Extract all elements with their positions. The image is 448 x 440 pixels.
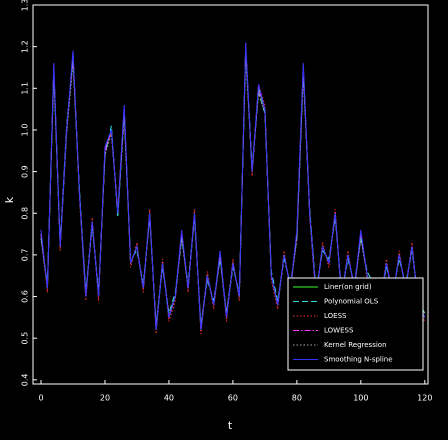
legend-label: LOESS [324, 312, 347, 320]
y-tick-label: 0.7 [21, 249, 30, 262]
y-tick-label: 0.8 [21, 207, 30, 220]
series-line [40, 54, 426, 326]
plot-frame [32, 4, 429, 385]
x-axis-label: t [228, 419, 233, 432]
y-axis-label: k [3, 196, 16, 203]
y-tick-label: 1.3 [21, 0, 30, 11]
legend-label: Kernel Regression [324, 341, 387, 349]
x-tick-label: 100 [353, 394, 368, 403]
y-tick-label: 1.1 [20, 82, 29, 95]
x-tick-label: 60 [228, 394, 238, 403]
y-tick-label: 1.0 [21, 124, 30, 137]
legend-box [287, 277, 424, 371]
series-line [40, 42, 426, 330]
legend-label: Polynomial OLS [324, 298, 379, 306]
y-tick-label: 0.4 [21, 373, 30, 386]
x-tick-label: 80 [292, 394, 302, 403]
legend-label: Liner(on grid) [324, 283, 372, 291]
x-tick-label: 0 [38, 394, 43, 403]
y-tick-label: 0.6 [21, 290, 30, 303]
y-tick-label: 1.2 [20, 40, 29, 53]
legend-label: Smoothing N-spline [324, 356, 393, 364]
x-tick-label: 120 [417, 394, 432, 403]
x-tick-label: 40 [164, 394, 174, 403]
x-tick-label: 20 [100, 394, 110, 403]
y-tick-label: 0.9 [20, 165, 29, 178]
y-tick-label: 0.5 [21, 332, 30, 345]
legend-label: LOWESS [324, 327, 354, 335]
legend: Liner(on grid) Polynomial OLS LOESS LOWESS K… [287, 277, 424, 371]
